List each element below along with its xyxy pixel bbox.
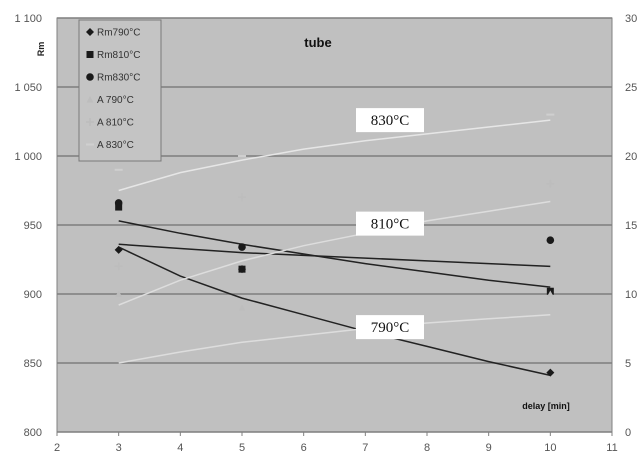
- annotation-label: 790°C: [371, 320, 410, 336]
- x-tick-label: 3: [116, 442, 122, 454]
- x-tick-label: 11: [606, 442, 617, 454]
- legend-label: A 790°C: [97, 95, 134, 106]
- legend-marker: [86, 118, 94, 126]
- trendline: [118, 200, 551, 306]
- legend: Rm790°C Rm810°C Rm830°C A 790°C A 810°C A 830…: [78, 19, 162, 162]
- legend-label: A 810°C: [97, 118, 134, 129]
- plot-border: [56, 17, 613, 433]
- y-tick-label: 1 050: [14, 82, 42, 94]
- y2-tick-label: 20: [625, 151, 637, 163]
- x-tick-label: 10: [544, 442, 556, 454]
- chart-title: tube: [304, 35, 331, 50]
- legend-label: Rm790°C: [97, 28, 140, 39]
- x-tick-label: 2: [54, 442, 60, 454]
- data-point: [546, 179, 555, 188]
- y-tick-label: 950: [24, 220, 42, 232]
- data-points: [114, 113, 555, 377]
- data-point: [238, 243, 246, 251]
- data-point: [546, 290, 554, 297]
- trendline: [118, 243, 551, 268]
- x-tick-label: 7: [362, 442, 368, 454]
- x-tick-label: 8: [424, 442, 430, 454]
- legend-label: Rm810°C: [97, 50, 140, 61]
- trendline: [118, 119, 551, 192]
- y-tick-label: 1 100: [14, 13, 42, 25]
- y-tick-label: 1 000: [14, 151, 42, 163]
- data-point: [114, 199, 123, 207]
- data-point: [238, 265, 246, 273]
- data-point: [238, 304, 246, 311]
- annotation-box: [356, 108, 424, 133]
- trendline: [118, 313, 551, 364]
- legend-marker: [86, 51, 94, 58]
- trendline: [118, 246, 551, 377]
- y2-tick-label: 30: [625, 13, 637, 25]
- legend-box: [78, 19, 162, 162]
- x-tick-label: 5: [239, 442, 245, 454]
- legend-marker: [86, 96, 94, 103]
- trendlines: [118, 119, 551, 377]
- legend-label: A 830°C: [97, 140, 134, 151]
- x-tick-label: 9: [486, 442, 492, 454]
- y2-tick-label: 25: [625, 82, 637, 94]
- y2-tick-label: 10: [625, 289, 637, 301]
- legend-label: Rm830°C: [97, 73, 140, 84]
- data-point: [546, 368, 555, 377]
- y2-tick-label: 15: [625, 220, 637, 232]
- y-axis-ticks: 800 850 900 950 1 000 1 050 1 100: [14, 13, 42, 439]
- y-tick-label: 800: [24, 427, 42, 439]
- x-tick-label: 4: [177, 442, 183, 454]
- y2-tick-label: 0: [625, 427, 631, 439]
- x-axis-label: delay [min]: [522, 401, 570, 411]
- x-tick-label: 6: [301, 442, 307, 454]
- annotation-label: 830°C: [371, 113, 410, 129]
- annotations: 830°C 810°C 790°C: [356, 108, 424, 340]
- annotation-label: 810°C: [371, 217, 410, 233]
- data-point: [114, 262, 123, 271]
- y-axis-label: Rm: [36, 42, 46, 57]
- annotation-box: [356, 315, 424, 340]
- data-point: [546, 236, 555, 244]
- legend-marker: [86, 28, 94, 36]
- y2-tick-label: 5: [625, 358, 631, 370]
- y-tick-label: 900: [24, 289, 42, 301]
- annotation-box: [356, 211, 424, 236]
- y-tick-label: 850: [24, 358, 42, 370]
- data-point: [114, 245, 123, 254]
- data-point: [115, 203, 123, 211]
- y2-axis-ticks: 0 5 10 15 20 25 30: [625, 13, 637, 439]
- data-point: [115, 290, 123, 297]
- x-axis-ticks: 2 3 4 5 6 7 8 9 10 11: [54, 432, 618, 454]
- data-point: [238, 193, 246, 202]
- legend-marker: [86, 73, 94, 81]
- trendline: [118, 220, 551, 288]
